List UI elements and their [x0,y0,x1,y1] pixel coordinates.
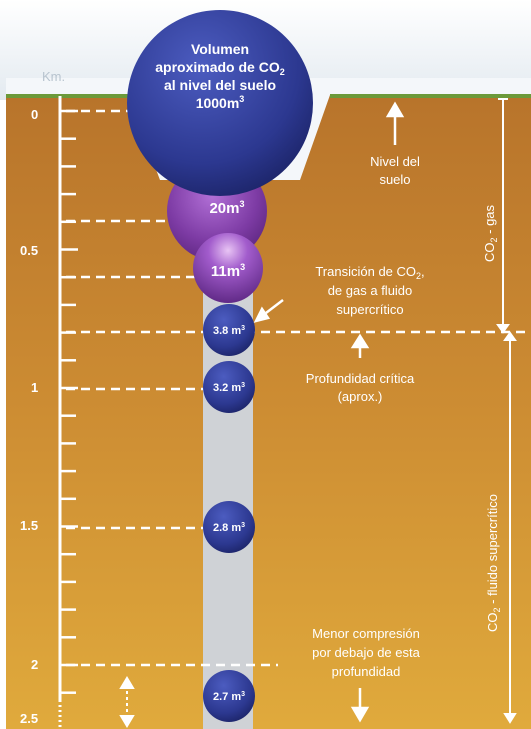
less-compression-line2: por debajo de esta [312,645,420,660]
less-compression-line1: Menor compresión [312,626,420,641]
bubble-3.2m3-label: 3.2 m3 [213,382,245,394]
bubble-2.7m3 [203,670,255,722]
critical-depth-arrow [350,333,370,358]
bubble-11m3 [193,233,263,303]
tick-label-1: 1 [31,380,38,395]
surface-bubble-line2: aproximado de CO2 [155,59,284,77]
surface-bubble-line3: al nivel del suelo [164,77,276,93]
surface-bubble-text: Volumen aproximado de CO2 al nivel del s… [155,41,284,111]
bubble-2.7m3-label: 2.7 m3 [213,691,245,703]
bubble-3.2m3 [203,361,255,413]
tick-label-0.5: 0.5 [20,243,38,258]
bubble-20m3-label: 20m3 [209,199,244,217]
bubble-11m3-label: 11m3 [211,262,245,280]
gas-bracket-arrow [496,324,510,334]
less-compression-line3: profundidad [332,664,401,679]
tick-label-2.5: 2.5 [20,711,38,726]
phase-label-supercritical: CO2 - fluido supercrítico [485,494,502,632]
depth-guides [66,109,531,667]
supercritical-bracket-arrow-bottom [503,713,517,724]
ground-level-line1: Nivel del [370,154,420,169]
tick-label-2: 2 [31,657,38,672]
phase-label-gas: CO2 - gas [482,204,499,262]
tick-label-1.5: 1.5 [20,518,38,533]
ground-level-arrow [385,101,405,145]
surface-bubble-line4: 1000m3 [196,94,245,111]
transition-line3: supercrítico [336,302,403,317]
bubble-3.8m3-label: 3.8 m3 [213,325,245,337]
soil-layer [6,95,531,729]
bubble-1000m3 [127,10,313,196]
bubble-3.8m3 [203,304,255,356]
unit-label: Km. [42,69,65,84]
bubble-2.8m3-label: 2.8 m3 [213,522,245,534]
critical-depth-line1: Profundidad crítica [306,371,415,386]
critical-depth-line2: (aprox.) [338,389,383,404]
supercritical-bracket-arrow-top [503,331,517,341]
less-compression-arrow [350,688,370,723]
ground-level-line2: suelo [379,172,410,187]
bubble-labels: 20m3 11m3 3.8 m3 3.2 m3 2.8 m3 2.7 m3 [209,199,245,703]
transition-line2: de gas a fluido [328,283,413,298]
phase-brackets [496,98,517,724]
transition-arrow [253,299,284,323]
transition-line1: Transición de CO2, [315,264,424,281]
depth-range-arrow [119,676,135,728]
bubble-2.8m3 [203,501,255,553]
tick-label-0: 0 [31,107,38,122]
surface-bubble-line1: Volumen [191,41,249,57]
